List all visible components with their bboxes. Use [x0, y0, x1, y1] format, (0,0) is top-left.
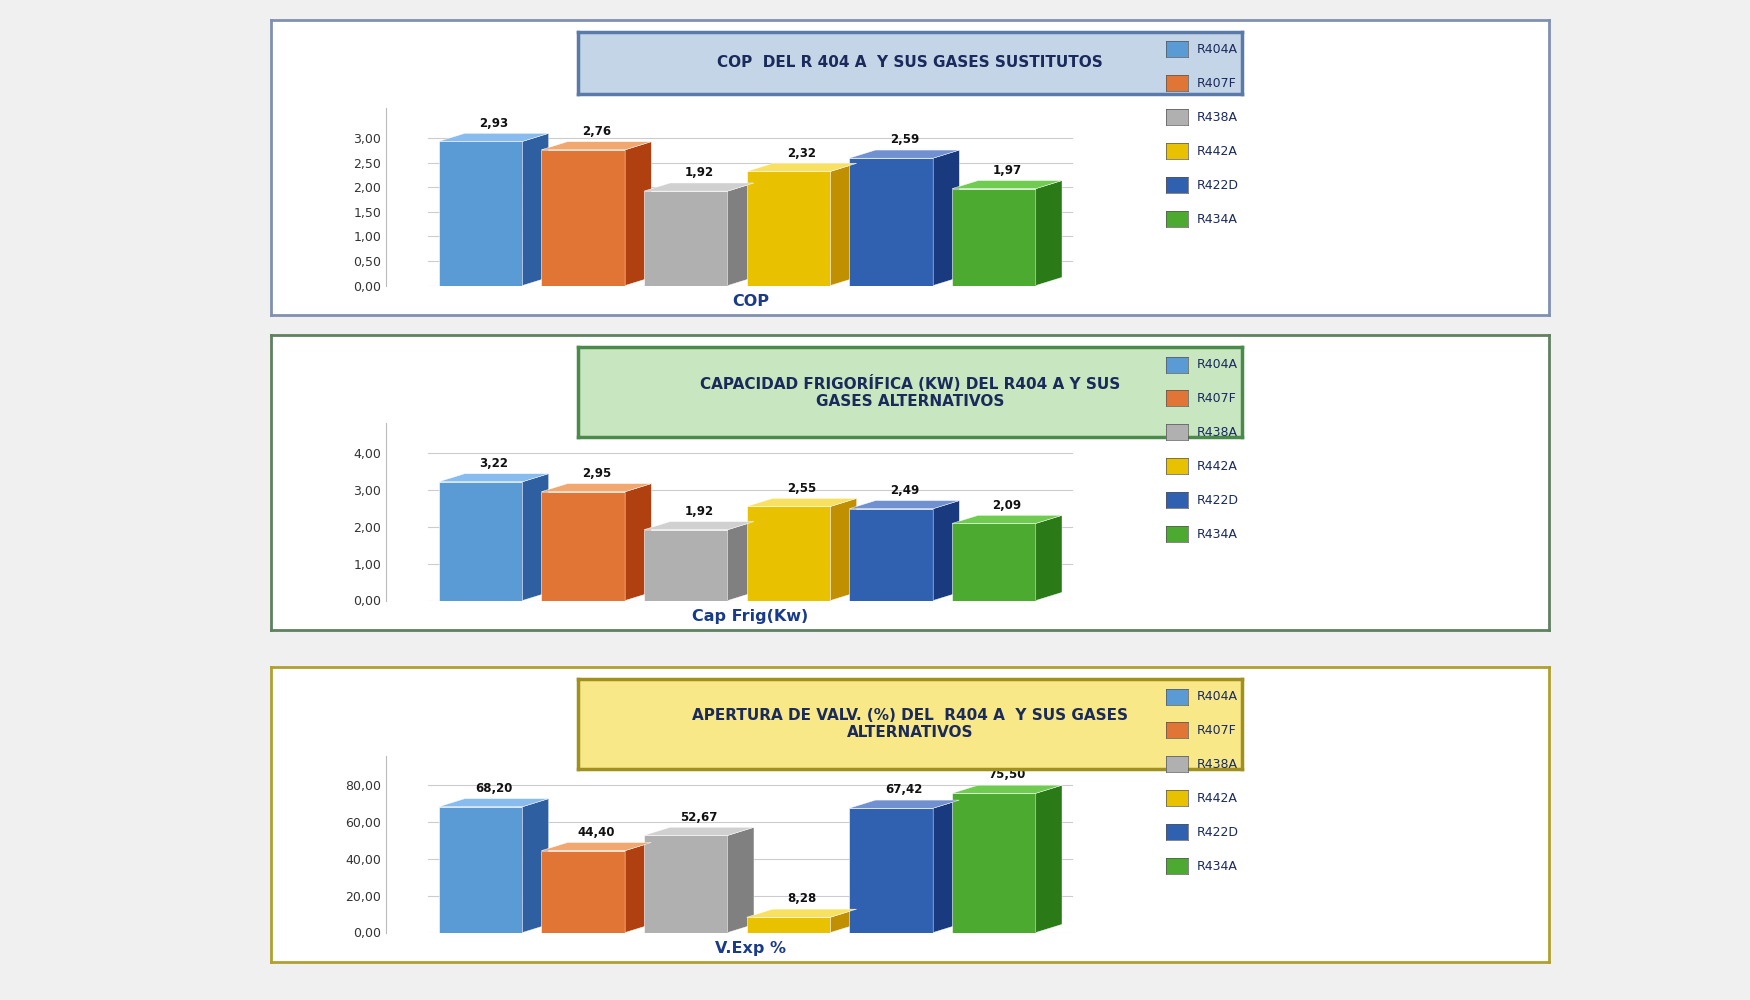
Polygon shape — [625, 142, 651, 286]
Text: R404A: R404A — [1197, 43, 1237, 56]
Polygon shape — [625, 843, 651, 932]
Polygon shape — [849, 150, 959, 158]
Polygon shape — [541, 142, 651, 150]
Polygon shape — [541, 150, 625, 286]
Polygon shape — [747, 163, 858, 171]
Polygon shape — [1036, 515, 1062, 600]
Polygon shape — [933, 150, 959, 286]
Polygon shape — [644, 835, 728, 932]
Polygon shape — [849, 501, 959, 509]
Text: R438A: R438A — [1197, 758, 1237, 771]
Text: R442A: R442A — [1197, 792, 1237, 805]
Polygon shape — [849, 800, 959, 808]
Polygon shape — [439, 133, 548, 141]
Polygon shape — [849, 808, 933, 932]
Polygon shape — [439, 474, 548, 482]
Polygon shape — [523, 133, 548, 286]
Text: R438A: R438A — [1197, 426, 1237, 439]
X-axis label: V.Exp %: V.Exp % — [714, 941, 786, 956]
Polygon shape — [952, 793, 1036, 932]
Text: R434A: R434A — [1197, 528, 1237, 541]
Polygon shape — [1036, 181, 1062, 286]
Text: R442A: R442A — [1197, 145, 1237, 158]
Polygon shape — [439, 799, 548, 807]
Text: R404A: R404A — [1197, 690, 1237, 703]
Text: 52,67: 52,67 — [681, 811, 717, 824]
Text: 2,09: 2,09 — [992, 499, 1022, 512]
Text: R438A: R438A — [1197, 111, 1237, 124]
Polygon shape — [644, 191, 728, 286]
Polygon shape — [831, 498, 858, 600]
Text: R404A: R404A — [1197, 358, 1237, 371]
Text: R422D: R422D — [1197, 494, 1239, 507]
Polygon shape — [933, 501, 959, 600]
Polygon shape — [952, 189, 1036, 286]
Polygon shape — [849, 158, 933, 286]
Text: 1,92: 1,92 — [684, 505, 714, 518]
Polygon shape — [728, 183, 754, 286]
Polygon shape — [439, 482, 523, 600]
Text: 8,28: 8,28 — [788, 892, 816, 905]
Text: R434A: R434A — [1197, 213, 1237, 226]
Polygon shape — [831, 163, 858, 286]
Polygon shape — [747, 909, 858, 917]
Polygon shape — [625, 484, 651, 600]
Polygon shape — [933, 800, 959, 932]
Text: CAPACIDAD FRIGORÍFICA (KW) DEL R404 A Y SUS
GASES ALTERNATIVOS: CAPACIDAD FRIGORÍFICA (KW) DEL R404 A Y … — [700, 375, 1120, 409]
Polygon shape — [1036, 785, 1062, 932]
Polygon shape — [747, 171, 831, 286]
Polygon shape — [728, 827, 754, 932]
Text: 75,50: 75,50 — [989, 768, 1026, 781]
Polygon shape — [952, 523, 1036, 600]
Text: APERTURA DE VALV. (%) DEL  R404 A  Y SUS GASES
ALTERNATIVOS: APERTURA DE VALV. (%) DEL R404 A Y SUS G… — [691, 708, 1129, 740]
Polygon shape — [747, 506, 831, 600]
Polygon shape — [728, 522, 754, 600]
X-axis label: COP: COP — [732, 294, 768, 309]
Text: 2,76: 2,76 — [581, 125, 611, 138]
Text: R434A: R434A — [1197, 860, 1237, 873]
Text: 2,95: 2,95 — [581, 467, 611, 480]
Polygon shape — [644, 530, 728, 600]
Polygon shape — [541, 843, 651, 851]
Polygon shape — [747, 498, 858, 506]
Text: COP  DEL R 404 A  Y SUS GASES SUSTITUTOS: COP DEL R 404 A Y SUS GASES SUSTITUTOS — [718, 55, 1102, 70]
Text: 2,93: 2,93 — [480, 117, 508, 130]
Polygon shape — [952, 515, 1062, 523]
Text: 67,42: 67,42 — [886, 783, 922, 796]
X-axis label: Cap Frig(Kw): Cap Frig(Kw) — [693, 609, 808, 624]
Polygon shape — [849, 509, 933, 600]
Polygon shape — [831, 909, 858, 932]
Polygon shape — [523, 799, 548, 932]
Text: 2,49: 2,49 — [889, 484, 919, 497]
Polygon shape — [523, 474, 548, 600]
Polygon shape — [644, 827, 754, 835]
Text: 1,97: 1,97 — [992, 164, 1022, 177]
Text: 3,22: 3,22 — [480, 457, 508, 470]
Text: R407F: R407F — [1197, 392, 1237, 405]
Polygon shape — [952, 181, 1062, 189]
Polygon shape — [439, 141, 523, 286]
Text: 2,55: 2,55 — [788, 482, 816, 495]
Text: R442A: R442A — [1197, 460, 1237, 473]
Polygon shape — [541, 492, 625, 600]
Text: R407F: R407F — [1197, 77, 1237, 90]
Polygon shape — [644, 183, 754, 191]
Text: 1,92: 1,92 — [684, 166, 714, 179]
Polygon shape — [952, 785, 1062, 793]
Text: R422D: R422D — [1197, 826, 1239, 839]
Text: 68,20: 68,20 — [474, 782, 513, 795]
Text: R422D: R422D — [1197, 179, 1239, 192]
Polygon shape — [747, 917, 831, 932]
Text: R407F: R407F — [1197, 724, 1237, 737]
Polygon shape — [439, 807, 523, 932]
Polygon shape — [541, 484, 651, 492]
Text: 2,59: 2,59 — [889, 133, 919, 146]
Text: 44,40: 44,40 — [578, 826, 614, 839]
Polygon shape — [644, 522, 754, 530]
Polygon shape — [541, 851, 625, 932]
Text: 2,32: 2,32 — [788, 147, 816, 160]
